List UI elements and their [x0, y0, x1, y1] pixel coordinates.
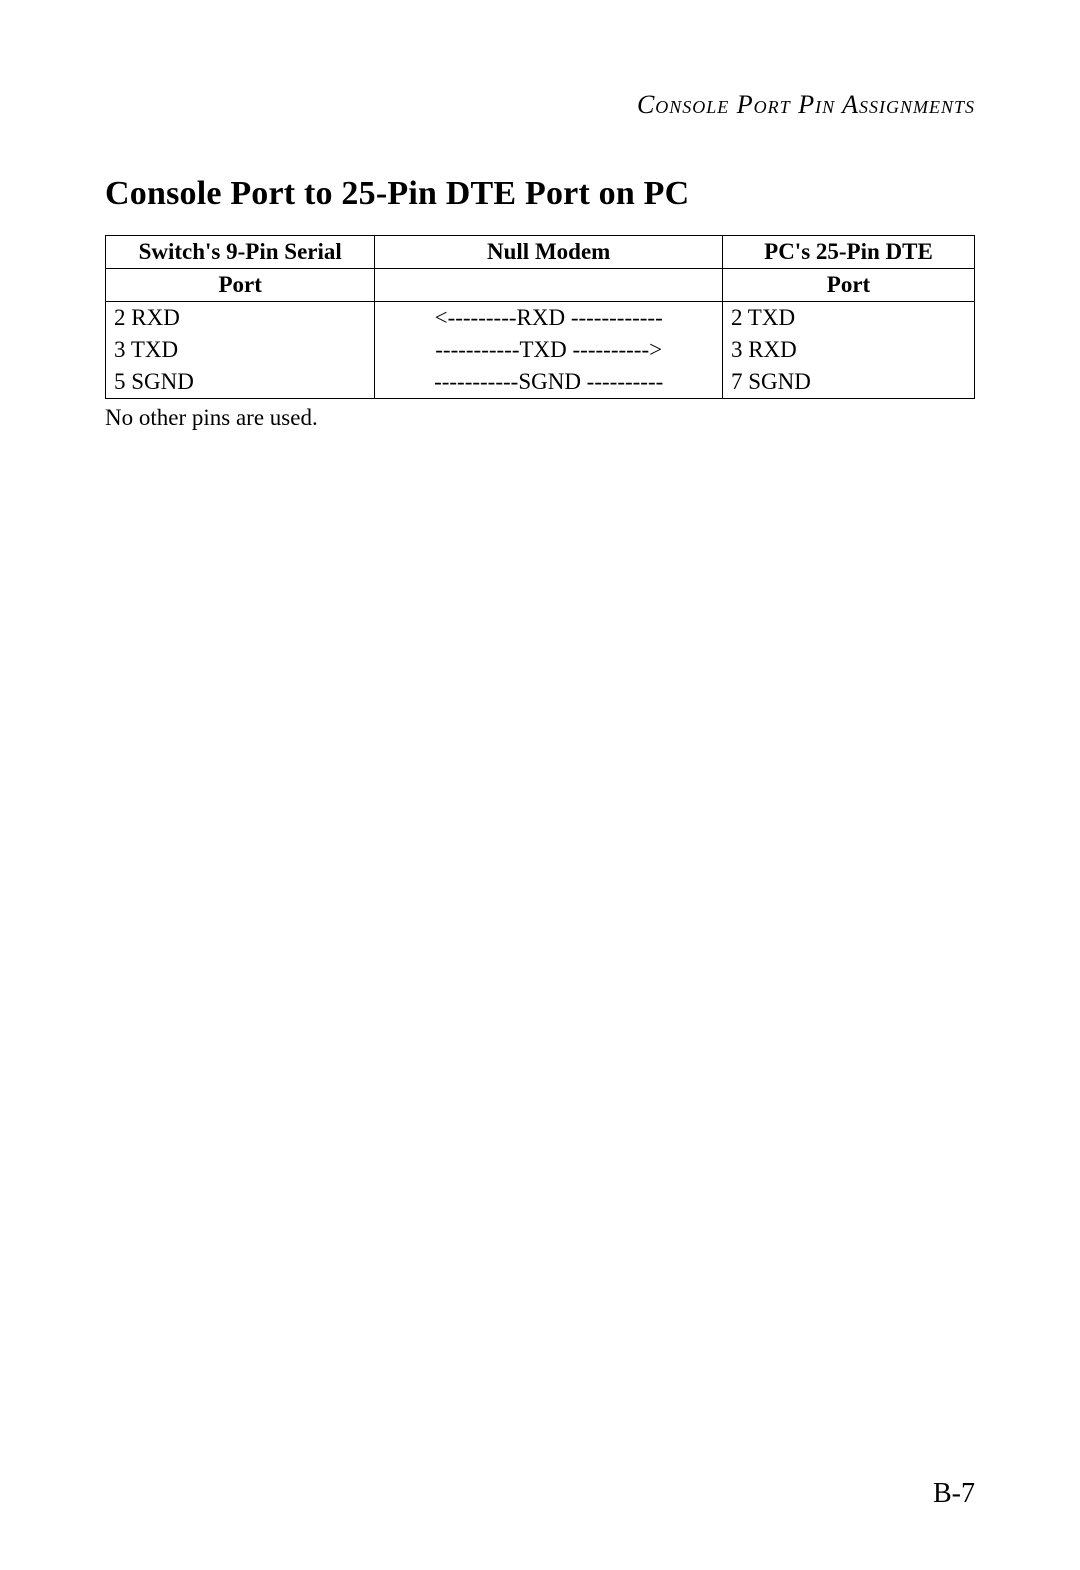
- col-header-switch-port-line2: Port: [106, 269, 375, 302]
- table-row: 5 SGND -----------SGND ---------- 7 SGND: [106, 366, 975, 399]
- section-title: Console Port to 25-Pin DTE Port on PC: [105, 175, 975, 213]
- cell-switch-pin: 2 RXD: [106, 302, 375, 335]
- cell-switch-pin: 3 TXD: [106, 334, 375, 366]
- cell-signal: <---------RXD ------------: [375, 302, 723, 335]
- cell-signal: -----------TXD ---------->: [375, 334, 723, 366]
- pin-table: Switch's 9-Pin Serial Null Modem PC's 25…: [105, 235, 975, 399]
- col-header-null-modem-line2: [375, 269, 723, 302]
- table-body: 2 RXD <---------RXD ------------ 2 TXD 3…: [106, 302, 975, 399]
- cell-signal: -----------SGND ----------: [375, 366, 723, 399]
- cell-pc-pin: 2 TXD: [722, 302, 974, 335]
- page-number: B-7: [933, 1478, 975, 1510]
- col-header-pc-port-line2: Port: [722, 269, 974, 302]
- table-header-row-1: Switch's 9-Pin Serial Null Modem PC's 25…: [106, 236, 975, 269]
- table-row: 2 RXD <---------RXD ------------ 2 TXD: [106, 302, 975, 335]
- cell-pc-pin: 7 SGND: [722, 366, 974, 399]
- table-row: 3 TXD -----------TXD ----------> 3 RXD: [106, 334, 975, 366]
- col-header-switch-port: Switch's 9-Pin Serial: [106, 236, 375, 269]
- running-head: Console Port Pin Assignments: [105, 90, 975, 120]
- col-header-pc-port: PC's 25-Pin DTE: [722, 236, 974, 269]
- table-header-row-2: Port Port: [106, 269, 975, 302]
- table-head: Switch's 9-Pin Serial Null Modem PC's 25…: [106, 236, 975, 302]
- page: Console Port Pin Assignments Console Por…: [0, 0, 1080, 1570]
- col-header-null-modem: Null Modem: [375, 236, 723, 269]
- cell-pc-pin: 3 RXD: [722, 334, 974, 366]
- cell-switch-pin: 5 SGND: [106, 366, 375, 399]
- table-note: No other pins are used.: [105, 405, 975, 431]
